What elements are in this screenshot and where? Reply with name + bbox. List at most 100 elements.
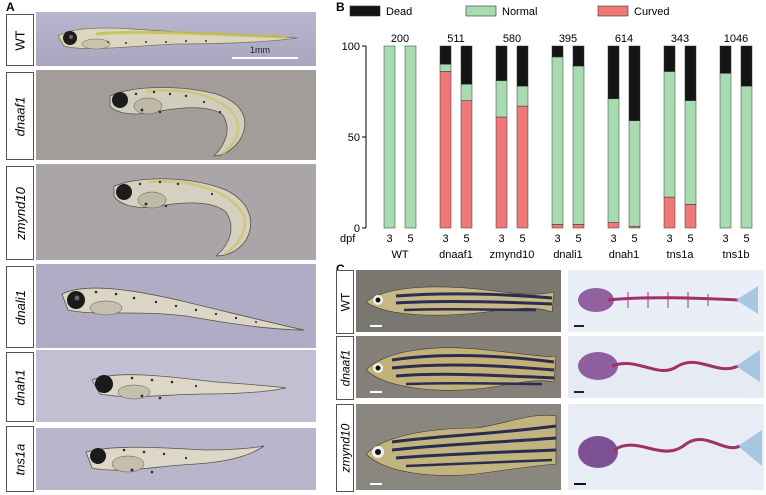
bar-segment-normal (516, 85, 529, 107)
dpf-tick-label: 3 (666, 233, 672, 245)
group-n-label: 343 (671, 33, 689, 45)
bar-segment-dead (551, 45, 564, 58)
larva-photo-zmynd10 (36, 164, 316, 260)
dpf-tick-label: 5 (687, 233, 693, 245)
row-label-zmynd10: zmynd10 (6, 166, 34, 260)
dpf-tick-label: 5 (407, 233, 413, 245)
panel-b-letter: B (336, 0, 345, 14)
bar-segment-normal (439, 63, 452, 72)
legend-swatch-dead (349, 5, 381, 17)
y-tick-label: 100 (342, 41, 360, 53)
bar-segment-curved (684, 204, 697, 229)
bar-segment-curved (663, 196, 676, 229)
bar-segment-normal (740, 85, 753, 229)
bar-segment-curved (551, 224, 564, 229)
group-label: WT (391, 249, 408, 261)
dpf-tick-label: 3 (442, 233, 448, 245)
bar-segment-normal (719, 73, 732, 229)
dpf-tick-label: 3 (610, 233, 616, 245)
skeleton-stain-photo-wt (568, 270, 764, 332)
panel-c-letter: C (336, 262, 345, 276)
bar-segment-normal (572, 65, 585, 225)
group-label: zmynd10 (490, 249, 535, 261)
bar-segment-dead (607, 45, 620, 100)
group-n-label: 1046 (724, 33, 748, 45)
legend-label-dead: Dead (386, 6, 412, 18)
dpf-tick-label: 5 (575, 233, 581, 245)
larva-photo-tns1a (36, 428, 316, 490)
bar-segment-normal (607, 98, 620, 223)
bar-segment-curved (628, 225, 641, 229)
panel-a-letter: A (6, 0, 15, 14)
bar-segment-normal (383, 45, 396, 229)
adult-fish-photo-wt (356, 270, 561, 332)
dpf-label: dpf (340, 233, 356, 245)
bar-segment-curved (607, 222, 620, 229)
group-label: dnali1 (553, 249, 582, 261)
bar-segment-dead (684, 45, 697, 101)
larva-photo-wt (36, 12, 316, 66)
panel-b-chart: DeadNormalCurved050100percentdpf35200WT3… (322, 0, 766, 262)
bar-segment-normal (460, 83, 473, 101)
bar-segment-curved (495, 116, 508, 229)
c-row-label-dnaaf1: dnaaf1 (336, 336, 354, 400)
dpf-tick-label: 5 (519, 233, 525, 245)
bar-segment-dead (628, 45, 641, 121)
bar-segment-curved (516, 105, 529, 229)
row-label-wt: WT (6, 14, 34, 66)
c-row-label-wt: WT (336, 270, 354, 334)
dpf-tick-label: 3 (722, 233, 728, 245)
bar-segment-dead (572, 45, 585, 67)
legend-swatch-curved (597, 5, 629, 17)
group-label: tns1a (667, 249, 695, 261)
bar-segment-dead (439, 45, 452, 65)
bar-segment-normal (663, 71, 676, 198)
group-label: dnah1 (609, 249, 640, 261)
legend-label-curved: Curved (634, 6, 669, 18)
legend-swatch-normal (465, 5, 497, 17)
row-label-tns1a: tns1a (6, 426, 34, 492)
bar-segment-normal (684, 100, 697, 205)
bar-segment-normal (495, 80, 508, 118)
legend-label-normal: Normal (502, 6, 537, 18)
stacked-bar-chart: DeadNormalCurved050100percentdpf35200WT3… (322, 5, 753, 261)
group-n-label: 395 (559, 33, 577, 45)
group-n-label: 511 (447, 33, 465, 45)
dpf-tick-label: 3 (554, 233, 560, 245)
bar-segment-dead (663, 45, 676, 72)
row-label-dnali1: dnali1 (6, 266, 34, 348)
bar-segment-normal (628, 120, 641, 227)
y-tick-label: 50 (348, 132, 360, 144)
row-label-dnah1: dnah1 (6, 352, 34, 422)
adult-fish-photo-dnaaf1 (356, 336, 561, 398)
row-label-dnaaf1: dnaaf1 (6, 72, 34, 160)
scale-bar-label: 1mm (250, 45, 270, 55)
group-n-label: 200 (391, 33, 409, 45)
bar-segment-normal (404, 45, 417, 229)
bar-segment-curved (439, 71, 452, 229)
larva-photo-dnali1 (36, 264, 316, 348)
dpf-tick-label: 5 (463, 233, 469, 245)
bar-segment-dead (495, 45, 508, 81)
bar-segment-normal (551, 56, 564, 225)
group-n-label: 614 (615, 33, 633, 45)
bar-segment-dead (719, 45, 732, 74)
adult-fish-photo-zmynd10 (356, 404, 561, 490)
bar-segment-dead (460, 45, 473, 85)
skeleton-stain-photo-dnaaf1 (568, 336, 764, 398)
bar-segment-curved (572, 224, 585, 229)
dpf-tick-label: 5 (743, 233, 749, 245)
dpf-tick-label: 5 (631, 233, 637, 245)
larva-photo-dnah1 (36, 350, 316, 422)
skeleton-stain-photo-zmynd10 (568, 404, 764, 490)
bar-segment-dead (740, 45, 753, 87)
larva-photo-dnaaf1 (36, 70, 316, 160)
group-n-label: 580 (503, 33, 521, 45)
dpf-tick-label: 3 (386, 233, 392, 245)
dpf-tick-label: 3 (498, 233, 504, 245)
group-label: tns1b (723, 249, 750, 261)
y-tick-label: 0 (354, 223, 360, 235)
bar-segment-dead (516, 45, 529, 87)
c-row-label-zmynd10: zmynd10 (336, 404, 354, 492)
group-label: dnaaf1 (439, 249, 473, 261)
